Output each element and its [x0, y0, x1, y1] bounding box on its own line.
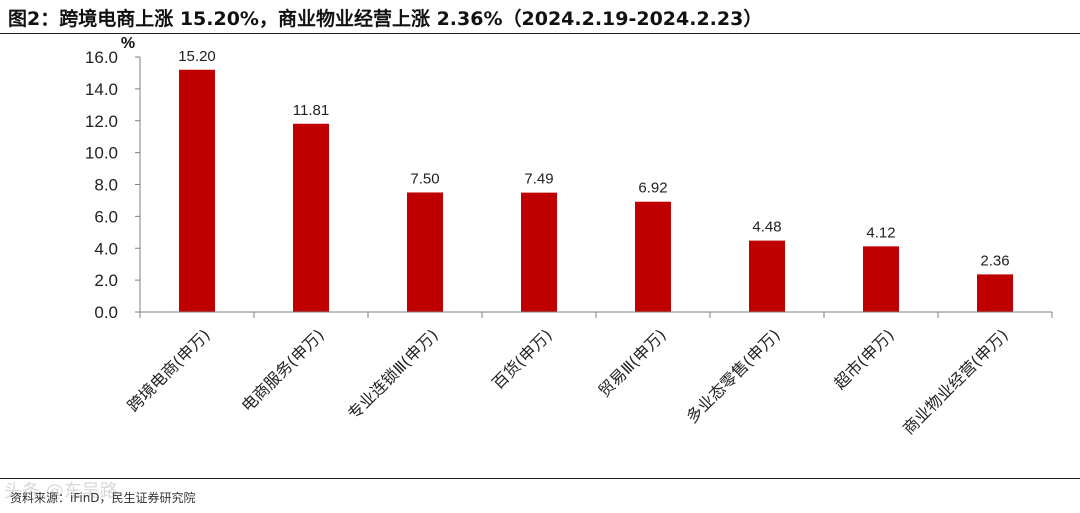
- bar-value-label: 15.20: [178, 48, 216, 65]
- watermark-text: 头条 @东吴路: [4, 481, 118, 502]
- figure-title: 图2：跨境电商上涨 15.20%，商业物业经营上涨 2.36%（2024.2.1…: [8, 8, 763, 30]
- y-tick-label: 14.0: [85, 80, 118, 99]
- bar-series: 15.20 11.81 7.50 7.49 6.92 4.48 4.12 2.36: [178, 48, 1013, 312]
- bar: [521, 192, 557, 312]
- bar: [293, 123, 329, 312]
- bar-value-label: 7.49: [524, 171, 553, 188]
- source-note: 资料来源：iFinD，民生证券研究院: [10, 491, 196, 505]
- bar-value-label: 4.12: [866, 224, 895, 241]
- y-tick-label: 10.0: [85, 144, 118, 163]
- category-label: 百货(申万): [488, 325, 556, 393]
- category-label: 跨境电商(申万): [124, 325, 214, 415]
- x-axis: 跨境电商(申万) 电商服务(申万) 专业连锁Ⅲ(申万) 百货(申万) 贸易Ⅲ(申万) 多业…: [124, 311, 1053, 438]
- y-axis: % 0.0 2.0 4.0 6.0 8.0 10.0 12.0 14.0 16.0: [85, 35, 141, 322]
- bar: [179, 69, 215, 312]
- category-label: 贸易Ⅲ(申万): [594, 325, 669, 400]
- bar: [635, 201, 671, 312]
- category-label: 电商服务(申万): [238, 325, 328, 415]
- bar: [407, 192, 443, 312]
- bar: [749, 240, 785, 312]
- y-tick-label: 4.0: [94, 239, 118, 258]
- title-divider: [0, 33, 1080, 34]
- bar-value-label: 11.81: [293, 102, 329, 119]
- bar-value-label: 6.92: [638, 180, 667, 197]
- y-tick-label: 16.0: [85, 48, 118, 67]
- y-tick-label: 2.0: [94, 271, 118, 290]
- y-tick-label: 6.0: [94, 207, 118, 226]
- bar: [977, 274, 1013, 312]
- y-tick-label: 0.0: [94, 303, 118, 322]
- category-label: 多业态零售(申万): [682, 325, 783, 426]
- category-label: 超市(申万): [830, 325, 898, 393]
- bar-chart: % 0.0 2.0 4.0 6.0 8.0 10.0 12.0 14.0 16.0 15.20 11…: [85, 35, 1053, 438]
- y-tick-label: 12.0: [85, 112, 118, 131]
- bar-value-label: 4.48: [752, 219, 781, 236]
- y-axis-unit-label: %: [121, 35, 135, 52]
- bar-value-label: 7.50: [410, 170, 439, 187]
- bar: [863, 246, 899, 312]
- category-label: 专业连锁Ⅲ(申万): [344, 325, 442, 423]
- y-tick-label: 8.0: [94, 176, 118, 195]
- category-label: 商业物业经营(申万): [899, 325, 1012, 438]
- footer-divider: [0, 478, 1080, 479]
- bar-value-label: 2.36: [980, 252, 1009, 269]
